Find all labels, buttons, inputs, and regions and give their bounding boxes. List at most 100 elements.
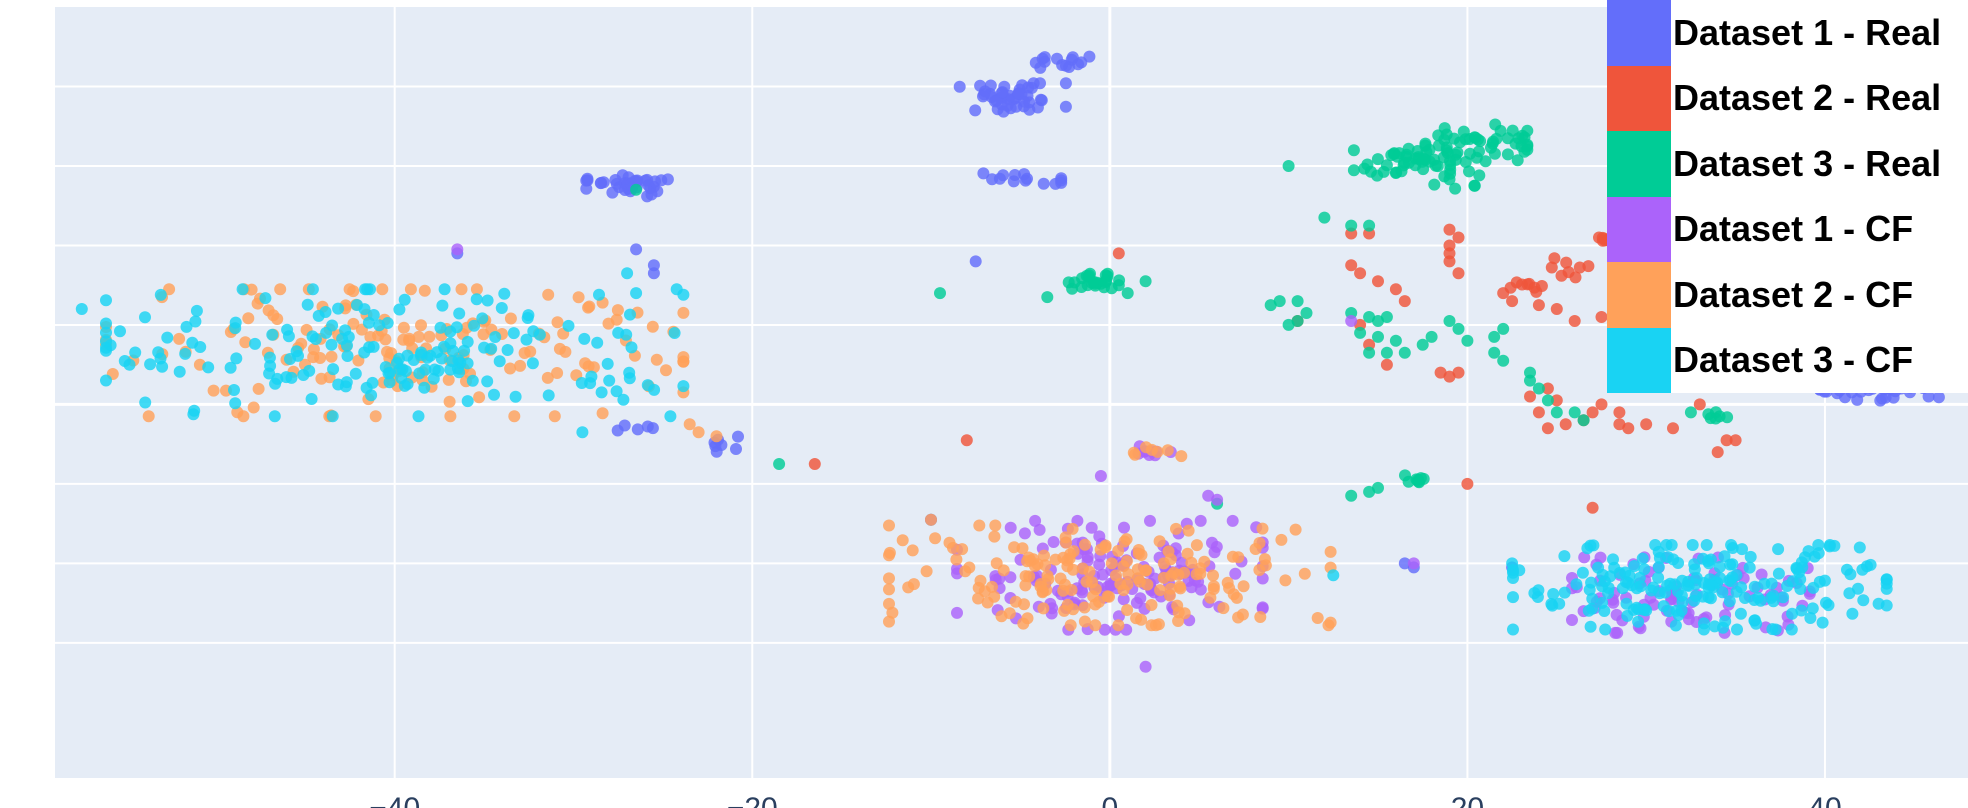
data-point bbox=[438, 340, 450, 353]
legend-item-dataset-1-real[interactable]: Dataset 1 - Real bbox=[1607, 0, 1968, 66]
data-point bbox=[1181, 547, 1194, 560]
data-point bbox=[1232, 611, 1245, 624]
data-point bbox=[995, 610, 1008, 623]
data-point bbox=[1723, 595, 1736, 608]
data-point bbox=[596, 407, 609, 420]
legend-item-dataset-1-cf[interactable]: Dataset 1 - CF bbox=[1607, 196, 1968, 262]
x-tick-label: 0 bbox=[1101, 792, 1118, 808]
data-point bbox=[1853, 541, 1866, 554]
data-point bbox=[1633, 571, 1646, 584]
data-point bbox=[997, 105, 1010, 118]
legend-label: Dataset 1 - CF bbox=[1673, 208, 1914, 250]
data-point bbox=[1065, 584, 1078, 596]
data-point bbox=[453, 307, 466, 320]
data-point bbox=[186, 336, 199, 349]
data-point bbox=[231, 406, 244, 419]
legend-item-dataset-3-real[interactable]: Dataset 3 - Real bbox=[1607, 131, 1968, 197]
data-point bbox=[541, 371, 554, 384]
data-point bbox=[327, 363, 340, 376]
data-point bbox=[1034, 61, 1047, 74]
legend[interactable]: Dataset 1 - Real Dataset 2 - Real Dataset … bbox=[1607, 0, 1968, 393]
data-point bbox=[1622, 576, 1635, 589]
legend-swatch bbox=[1607, 262, 1671, 328]
data-point bbox=[562, 319, 575, 332]
data-point bbox=[461, 357, 474, 370]
data-point bbox=[461, 335, 474, 348]
data-point bbox=[646, 320, 659, 333]
data-point bbox=[896, 534, 909, 547]
data-point bbox=[1532, 406, 1545, 419]
x-tick-label: 40 bbox=[1808, 792, 1841, 808]
data-point bbox=[647, 259, 660, 272]
data-point bbox=[1586, 501, 1599, 514]
data-point bbox=[442, 373, 455, 386]
data-point bbox=[1207, 580, 1220, 593]
data-point bbox=[1033, 523, 1046, 536]
data-point bbox=[1354, 267, 1367, 280]
data-point bbox=[906, 544, 919, 557]
data-point bbox=[1121, 287, 1134, 300]
data-point bbox=[414, 348, 427, 361]
data-point bbox=[423, 330, 436, 343]
data-point bbox=[1008, 541, 1021, 554]
data-point bbox=[297, 369, 310, 381]
x-tick-label: −20 bbox=[727, 792, 778, 808]
data-point bbox=[187, 408, 200, 421]
legend-label: Dataset 3 - Real bbox=[1673, 142, 1942, 184]
data-point bbox=[997, 564, 1010, 577]
data-point bbox=[1804, 612, 1817, 624]
data-point bbox=[963, 561, 976, 574]
data-point bbox=[1291, 315, 1304, 327]
data-point bbox=[1559, 418, 1572, 431]
data-point bbox=[1846, 607, 1859, 620]
data-point bbox=[252, 382, 265, 395]
data-point bbox=[1273, 295, 1286, 308]
data-point bbox=[1019, 579, 1032, 592]
data-point bbox=[507, 327, 520, 340]
data-point bbox=[1657, 600, 1670, 613]
data-point bbox=[1630, 601, 1643, 614]
data-point bbox=[1056, 59, 1069, 71]
data-point bbox=[173, 332, 186, 345]
data-point bbox=[1066, 522, 1079, 535]
data-point bbox=[1501, 148, 1514, 161]
data-point bbox=[1772, 543, 1785, 556]
data-point bbox=[1795, 604, 1808, 617]
data-point bbox=[1112, 610, 1125, 623]
data-point bbox=[1419, 153, 1432, 166]
data-point bbox=[1059, 531, 1072, 544]
data-point bbox=[488, 388, 500, 401]
data-point bbox=[418, 381, 431, 394]
data-point bbox=[1311, 612, 1324, 624]
data-point bbox=[100, 374, 112, 387]
data-point bbox=[1300, 307, 1313, 319]
data-point bbox=[1372, 481, 1384, 494]
data-point bbox=[1541, 382, 1554, 395]
data-point bbox=[446, 355, 459, 368]
data-point bbox=[1364, 165, 1377, 178]
data-point bbox=[1120, 555, 1133, 568]
data-point bbox=[1461, 334, 1474, 347]
legend-swatch bbox=[1607, 327, 1671, 393]
legend-swatch bbox=[1607, 196, 1671, 262]
data-point bbox=[1185, 556, 1198, 569]
data-point bbox=[1139, 564, 1152, 577]
data-point bbox=[542, 389, 555, 402]
legend-item-dataset-2-real[interactable]: Dataset 2 - Real bbox=[1607, 65, 1968, 131]
legend-swatch bbox=[1607, 65, 1671, 131]
legend-item-dataset-2-cf[interactable]: Dataset 2 - CF bbox=[1607, 262, 1968, 328]
data-point bbox=[630, 287, 643, 300]
data-point bbox=[925, 513, 937, 526]
data-point bbox=[1443, 239, 1456, 252]
data-point bbox=[325, 350, 338, 363]
legend-item-dataset-3-cf[interactable]: Dataset 3 - CF bbox=[1607, 327, 1968, 393]
data-point bbox=[580, 174, 593, 187]
data-point bbox=[551, 316, 564, 329]
data-point bbox=[1777, 591, 1790, 604]
data-point bbox=[611, 424, 624, 437]
data-point bbox=[951, 606, 963, 619]
data-point bbox=[1550, 406, 1563, 419]
data-point bbox=[403, 332, 416, 345]
data-point bbox=[1576, 566, 1589, 579]
data-point bbox=[1647, 581, 1660, 594]
